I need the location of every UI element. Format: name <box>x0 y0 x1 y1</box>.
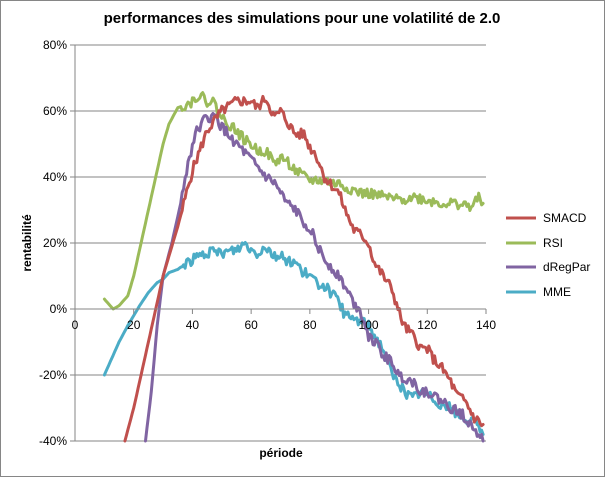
y-axis-title: rentabilité <box>20 214 34 272</box>
y-tick-label: 60% <box>43 104 67 118</box>
y-tick-label: -40% <box>39 434 67 448</box>
legend-label-smacd: SMACD <box>543 211 587 225</box>
y-tick-labels: 80% 60% 40% 20% 0% -20% -40% <box>39 38 67 448</box>
axes <box>70 44 487 442</box>
data-series <box>102 91 485 443</box>
x-tick-label: 80 <box>303 318 317 332</box>
x-tick-labels: 0 20 40 60 80 100 120 140 <box>72 318 497 332</box>
legend-label-dregpar: dRegPar <box>543 260 590 274</box>
x-tick-label: 20 <box>127 318 141 332</box>
series-line-dregpar <box>144 111 485 443</box>
chart-title: performances des simulations pour une vo… <box>104 10 501 27</box>
y-tick-label: 0% <box>50 302 68 316</box>
gridlines <box>75 44 486 442</box>
series-line-smacd <box>123 94 485 443</box>
x-tick-label: 40 <box>186 318 200 332</box>
legend: SMACD RSI dRegPar MME <box>506 211 590 299</box>
y-tick-label: 80% <box>43 38 67 52</box>
legend-label-mme: MME <box>543 285 571 299</box>
series-line-rsi <box>102 91 485 311</box>
y-tick-label: 20% <box>43 236 67 250</box>
x-axis-title: période <box>259 446 303 460</box>
series-line-mme <box>102 241 485 436</box>
x-tick-label: 140 <box>476 318 496 332</box>
x-tick-label: 100 <box>359 318 379 332</box>
y-tick-label: -20% <box>39 368 67 382</box>
x-tick-label: 0 <box>72 318 79 332</box>
x-tick-label: 60 <box>244 318 258 332</box>
x-tick-label: 120 <box>417 318 437 332</box>
y-tick-label: 40% <box>43 170 67 184</box>
legend-label-rsi: RSI <box>543 236 563 250</box>
